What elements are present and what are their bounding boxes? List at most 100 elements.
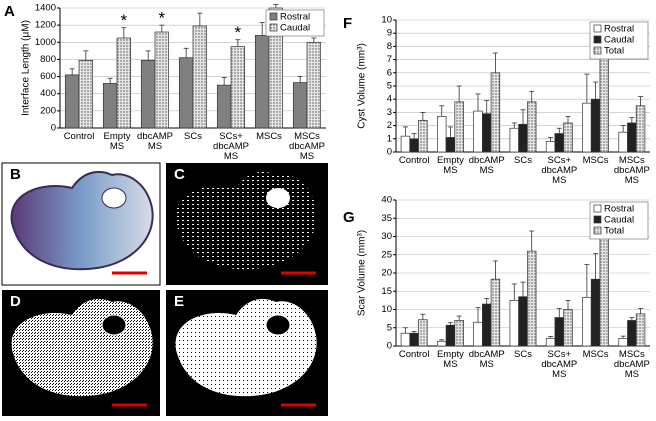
- legend-label: Rostral: [604, 24, 634, 35]
- x-tick-label: SCs+ dbcAMP MS: [541, 155, 578, 186]
- legend-swatch: [269, 23, 278, 32]
- x-tick-label: Control: [398, 349, 430, 360]
- bar: [418, 119, 428, 153]
- bar: [418, 319, 428, 347]
- bar: [627, 320, 637, 347]
- x-tick-label: Control: [63, 131, 95, 142]
- bar: [590, 98, 601, 153]
- image-panel-e: E: [166, 290, 328, 416]
- bar: [527, 101, 537, 153]
- y-tick-label: 20: [381, 268, 392, 279]
- panel-label: A: [4, 3, 15, 20]
- bar: [635, 313, 646, 347]
- bar: [482, 303, 492, 347]
- bar: [409, 138, 419, 153]
- bar: [78, 59, 94, 129]
- x-tick-label: SCs: [514, 349, 532, 360]
- x-tick-label: MSCs dbcAMP MS: [613, 155, 650, 186]
- bar: [445, 324, 456, 347]
- legend-label: Rostral: [604, 204, 634, 215]
- x-tick-label: SCs: [514, 155, 532, 166]
- bar: [473, 321, 483, 347]
- x-tick-label: Empty MS: [436, 349, 464, 370]
- bar: [400, 135, 411, 153]
- panel-label: F: [343, 15, 352, 32]
- panel-label: C: [174, 166, 185, 183]
- y-tick-label: 0: [387, 341, 392, 352]
- bar: [482, 113, 492, 153]
- bar: [627, 122, 637, 153]
- bar: [590, 278, 601, 347]
- y-tick-label: 7: [387, 54, 392, 65]
- y-axis-label: Cyst Volume (mm³): [357, 43, 368, 129]
- x-tick-label: MSCs dbcAMP MS: [613, 349, 650, 380]
- y-tick-label: 6: [387, 67, 392, 78]
- y-tick-label: 400: [40, 88, 56, 99]
- y-tick-label: 10: [381, 304, 392, 315]
- bar: [154, 31, 170, 129]
- x-tick-label: Control: [398, 155, 430, 166]
- bar: [618, 337, 628, 347]
- legend-label: Caudal: [280, 23, 310, 34]
- y-tick-label: 1000: [35, 37, 56, 48]
- bar: [490, 72, 501, 153]
- bar: [445, 137, 456, 153]
- y-tick-label: 35: [381, 213, 392, 224]
- bar: [400, 332, 411, 347]
- x-tick-label: SCs+ dbcAMP MS: [541, 349, 578, 380]
- y-tick-label: 8: [387, 41, 392, 52]
- legend-label: Total: [604, 46, 624, 57]
- bar: [64, 74, 80, 129]
- annotation: *: [121, 11, 128, 30]
- x-tick-label: dbcAMP MS: [468, 155, 505, 176]
- bar: [490, 278, 501, 347]
- bar: [454, 320, 464, 347]
- legend-swatch: [593, 204, 602, 213]
- bar: [618, 131, 628, 153]
- legend-label: Rostral: [280, 12, 310, 23]
- bar: [509, 300, 519, 347]
- bar: [292, 82, 308, 129]
- panel-label: D: [10, 293, 21, 310]
- y-tick-label: 30: [381, 231, 392, 242]
- bar: [509, 127, 519, 153]
- x-tick-label: MSCs: [256, 131, 282, 142]
- bar: [409, 332, 419, 347]
- y-tick-label: 5: [387, 81, 392, 92]
- y-tick-label: 0: [51, 123, 56, 134]
- panel-label: B: [10, 166, 21, 183]
- y-tick-label: 4: [387, 94, 392, 105]
- legend-swatch: [593, 35, 602, 44]
- bar: [306, 41, 322, 129]
- legend-swatch: [593, 24, 602, 33]
- image-panel-c: C: [166, 163, 328, 285]
- x-tick-label: Empty MS: [103, 131, 131, 152]
- annotation: *: [159, 9, 166, 28]
- x-tick-label: SCs: [184, 131, 202, 142]
- bar: [437, 116, 447, 153]
- bar: [582, 297, 592, 347]
- legend-swatch: [593, 46, 602, 55]
- bar: [545, 337, 556, 347]
- bar: [599, 51, 609, 153]
- x-tick-label: dbcAMP MS: [468, 349, 505, 370]
- bar: [102, 83, 118, 129]
- y-tick-label: 15: [381, 286, 392, 297]
- y-tick-label: 2: [387, 120, 392, 131]
- bar: [216, 84, 232, 129]
- y-tick-label: 200: [40, 105, 56, 116]
- image-panel-b: B: [1, 162, 161, 286]
- legend-swatch: [593, 226, 602, 235]
- y-tick-label: 0: [387, 147, 392, 158]
- bar: [454, 101, 464, 153]
- bar: [518, 123, 528, 153]
- legend-label: Caudal: [604, 215, 634, 226]
- y-tick-label: 1200: [35, 20, 56, 31]
- annotation: *: [235, 23, 242, 42]
- x-tick-label: Empty MS: [436, 155, 464, 176]
- x-tick-label: dbcAMP MS: [137, 131, 173, 152]
- y-axis-label: Interface Length (μM): [21, 20, 32, 116]
- bar: [254, 35, 270, 129]
- bar: [178, 57, 194, 129]
